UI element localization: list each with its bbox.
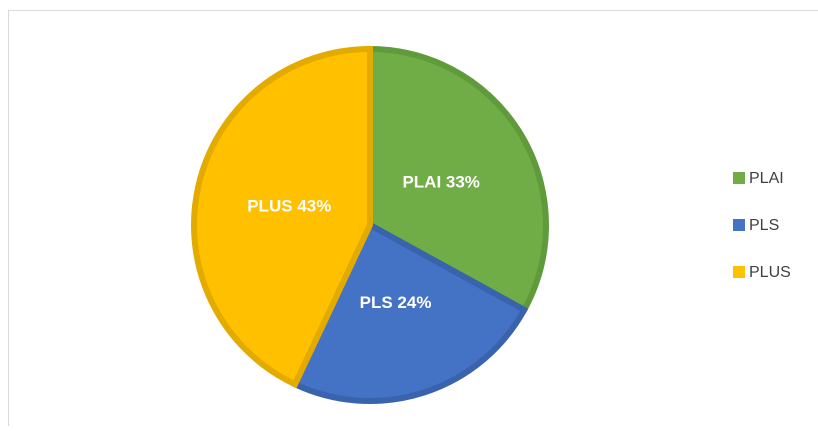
data-label: PLAI 33% xyxy=(402,172,479,191)
data-label: PLS 24% xyxy=(360,293,432,312)
legend-swatch xyxy=(733,266,745,278)
legend-swatch xyxy=(733,172,745,184)
legend-swatch xyxy=(733,219,745,231)
legend-label: PLUS xyxy=(749,264,791,281)
legend-label: PLAI xyxy=(749,170,784,187)
data-label: PLUS 43% xyxy=(247,196,331,215)
legend-label: PLS xyxy=(749,217,779,234)
